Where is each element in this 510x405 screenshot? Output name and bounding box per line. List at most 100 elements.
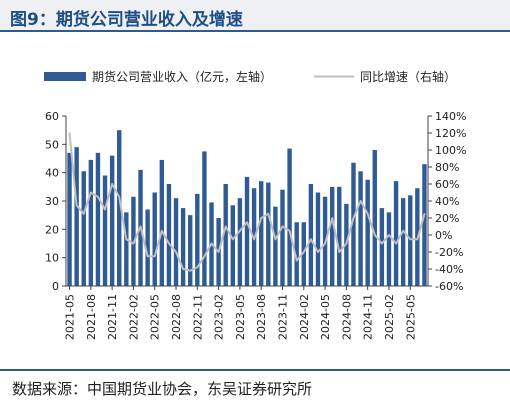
- right-axis-tick-label: 80%: [435, 161, 459, 174]
- revenue-bar: [202, 151, 207, 286]
- left-axis-tick-label: 30: [45, 195, 59, 208]
- revenue-bar: [117, 130, 122, 286]
- growth-point: [373, 234, 376, 236]
- right-axis-tick-label: -20%: [435, 246, 463, 259]
- revenue-bar: [386, 212, 392, 286]
- revenue-bars: [67, 130, 427, 286]
- x-axis-tick-label: 2024-08: [340, 294, 353, 340]
- left-axis-tick-label: 50: [45, 138, 59, 151]
- growth-point: [217, 251, 220, 253]
- revenue-bar: [393, 181, 399, 286]
- revenue-bar: [273, 206, 278, 286]
- left-axis-tick-label: 60: [45, 110, 59, 123]
- right-axis-tick-label: 60%: [435, 178, 459, 191]
- growth-point: [210, 242, 213, 245]
- growth-point: [345, 242, 348, 245]
- x-axis-tick-label: 2025-05: [404, 294, 417, 340]
- growth-point: [381, 242, 383, 245]
- revenue-bar: [287, 148, 292, 286]
- growth-point: [97, 195, 99, 198]
- right-axis-tick-label: 120%: [435, 127, 466, 140]
- revenue-bar: [337, 186, 342, 286]
- growth-point: [118, 195, 121, 198]
- revenue-bar: [173, 198, 179, 286]
- x-axis-tick-label: 2022-08: [170, 294, 183, 340]
- growth-point: [196, 266, 199, 269]
- growth-point: [352, 217, 355, 219]
- x-axis: 2021-05 2021-08 2021-11 2022-02 2022-05 2022-…: [64, 285, 428, 340]
- growth-point: [324, 242, 326, 245]
- growth-line: [68, 132, 426, 272]
- revenue-bar: [223, 184, 228, 286]
- legend-bar-label: 期货公司营业收入（亿元，左轴）: [92, 69, 272, 84]
- revenue-bar: [294, 222, 299, 286]
- growth-point: [359, 200, 362, 202]
- x-axis-tick-label: 2023-05: [234, 294, 247, 340]
- x-axis-tick-label: 2021-05: [64, 294, 77, 340]
- growth-point: [260, 217, 262, 219]
- growth-point: [281, 225, 284, 228]
- x-axis-tick-label: 2022-02: [127, 294, 140, 340]
- revenue-bar: [315, 192, 321, 286]
- left-axis-tick-label: 40: [45, 167, 59, 180]
- revenue-bar: [358, 171, 363, 286]
- growth-point: [416, 238, 419, 241]
- growth-point: [288, 229, 291, 232]
- revenue-bar: [230, 205, 236, 286]
- revenue-bar: [400, 198, 406, 286]
- revenue-bar: [308, 184, 314, 286]
- revenue-growth-chart: 期货公司营业收入（亿元，左轴） 同比增速（右轴） 0 10 20 30 40 50 60 -6…: [44, 69, 466, 340]
- growth-point: [125, 238, 128, 241]
- x-axis-tick-label: 2023-02: [213, 294, 226, 340]
- revenue-bar: [81, 171, 86, 286]
- growth-point: [132, 242, 135, 245]
- x-axis-tick-label: 2024-05: [319, 294, 332, 340]
- figure-title: 图9：期货公司营业收入及增速: [10, 10, 243, 30]
- growth-point: [388, 234, 390, 236]
- revenue-bar: [152, 192, 157, 286]
- source-note: 数据来源：中国期货业协会，东吴证券研究所: [12, 380, 313, 398]
- source-footer: 数据来源：中国期货业协会，东吴证券研究所: [0, 369, 510, 405]
- right-axis-tick-label: -60%: [435, 280, 463, 293]
- revenue-bar: [145, 209, 150, 286]
- growth-point: [338, 251, 341, 253]
- right-axis-tick-label: 40%: [435, 195, 459, 208]
- growth-point: [139, 225, 142, 228]
- revenue-bar: [180, 208, 186, 286]
- growth-point: [267, 212, 270, 215]
- growth-point: [366, 212, 369, 215]
- growth-point: [239, 229, 241, 232]
- legend-line-label: 同比增速（右轴）: [360, 69, 456, 84]
- left-axis-tick-label: 20: [45, 223, 59, 236]
- growth-point: [253, 238, 255, 241]
- x-axis-tick-label: 2023-08: [255, 294, 268, 340]
- growth-point: [189, 269, 192, 272]
- growth-point: [146, 255, 149, 258]
- growth-point: [68, 132, 71, 134]
- left-axis-tick-label: 0: [52, 280, 59, 293]
- revenue-bar: [329, 186, 335, 286]
- left-axis: 0 10 20 30 40 50 60: [45, 110, 67, 293]
- revenue-bar: [266, 182, 271, 286]
- revenue-bar: [67, 152, 72, 286]
- growth-point: [402, 229, 404, 232]
- revenue-bar: [95, 152, 101, 286]
- right-axis-tick-label: -40%: [435, 263, 463, 276]
- revenue-bar: [244, 176, 250, 286]
- right-axis-tick-label: 100%: [435, 144, 466, 157]
- growth-point: [75, 204, 78, 207]
- right-axis-tick-label: 20%: [435, 212, 459, 225]
- x-axis-tick-label: 2022-05: [149, 294, 162, 340]
- revenue-bar: [280, 189, 285, 286]
- x-axis-tick-label: 2024-11: [362, 294, 375, 340]
- growth-point: [310, 238, 312, 241]
- figure-title-bar: 图9：期货公司营业收入及增速: [0, 0, 510, 32]
- revenue-bar: [109, 155, 115, 286]
- revenue-bar: [159, 159, 165, 286]
- growth-point: [246, 221, 248, 224]
- growth-point: [153, 255, 156, 258]
- x-axis-tick-label: 2021-08: [85, 294, 98, 340]
- revenue-bar: [258, 181, 264, 286]
- x-axis-tick-label: 2024-02: [298, 294, 311, 340]
- x-axis-tick-label: 2025-02: [383, 294, 396, 340]
